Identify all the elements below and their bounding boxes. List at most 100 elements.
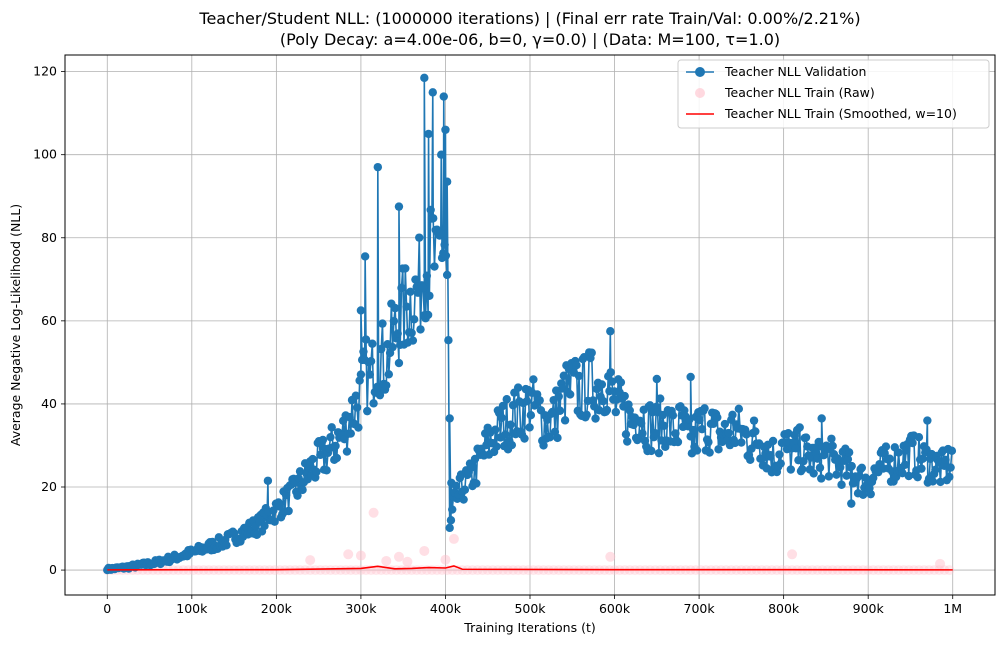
validation-point — [394, 358, 404, 368]
validation-point — [629, 420, 638, 430]
validation-point — [688, 425, 698, 435]
validation-point — [508, 401, 518, 410]
validation-point — [555, 406, 565, 415]
validation-point — [900, 460, 910, 470]
validation-point — [442, 270, 452, 280]
validation-point — [377, 344, 386, 354]
validation-point — [946, 463, 955, 472]
y-tick-label: 40 — [41, 396, 57, 411]
train-raw-point — [393, 551, 404, 562]
validation-point — [857, 463, 867, 473]
smoothed-line — [107, 565, 953, 571]
x-tick-label: 700k — [684, 601, 716, 616]
validation-point — [799, 456, 808, 466]
train-raw-point — [935, 558, 946, 569]
x-tick-label: 300k — [345, 601, 377, 616]
x-axis-label: Training Iterations (t) — [463, 620, 595, 635]
validation-point — [506, 420, 515, 429]
validation-point — [847, 499, 856, 508]
validation-point — [408, 336, 418, 345]
validation-point — [673, 437, 683, 447]
validation-point — [415, 233, 424, 242]
validation-point — [559, 371, 569, 380]
validation-point — [692, 446, 702, 455]
validation-point — [342, 447, 352, 456]
validation-point — [411, 275, 420, 284]
validation-point — [332, 453, 342, 463]
validation-point — [686, 432, 695, 441]
validation-point — [361, 335, 371, 344]
x-tick-label: 800k — [768, 601, 800, 616]
validation-point — [378, 319, 387, 328]
validation-point — [847, 461, 856, 471]
validation-point — [625, 406, 634, 415]
validation-point — [423, 310, 433, 320]
train-raw-point — [300, 565, 311, 576]
validation-point — [298, 485, 307, 495]
validation-point — [451, 481, 461, 491]
validation-point — [597, 380, 607, 389]
validation-point — [565, 390, 575, 399]
validation-point — [656, 394, 665, 403]
y-tick-label: 120 — [33, 64, 57, 79]
validation-point — [345, 412, 354, 422]
validation-point — [222, 541, 231, 550]
validation-point — [439, 92, 448, 101]
train-raw-point — [330, 565, 341, 576]
train-raw-point — [305, 555, 316, 566]
validation-point — [445, 523, 454, 533]
validation-point — [636, 419, 646, 428]
x-tick-label: 400k — [430, 601, 462, 616]
validation-point — [685, 415, 694, 424]
validation-point — [293, 491, 302, 500]
validation-point — [428, 88, 437, 97]
validation-point — [734, 404, 744, 414]
validation-point — [616, 378, 626, 387]
validation-point — [746, 455, 755, 464]
validation-point — [322, 466, 331, 475]
train-raw-point — [381, 555, 392, 566]
validation-point — [308, 454, 317, 464]
validation-point — [442, 177, 452, 186]
validation-point — [779, 438, 788, 447]
chart-title-line1: Teacher/Student NLL: (1000000 iterations… — [198, 9, 860, 28]
validation-point — [798, 465, 807, 474]
legend-label-validation: Teacher NLL Validation — [724, 64, 866, 79]
y-tick-label: 100 — [33, 147, 57, 162]
validation-point — [714, 445, 723, 454]
validation-point — [824, 472, 834, 481]
validation-point — [931, 465, 940, 475]
validation-point — [543, 415, 552, 425]
validation-point — [654, 448, 664, 458]
validation-point — [668, 411, 678, 420]
series-train-smoothed — [107, 565, 953, 571]
x-tick-label: 900k — [853, 601, 885, 616]
validation-point — [858, 490, 868, 499]
validation-point — [437, 150, 446, 159]
validation-point — [861, 473, 870, 482]
validation-point — [520, 434, 529, 443]
validation-point — [728, 410, 737, 420]
validation-point — [611, 407, 621, 417]
validation-point — [700, 404, 709, 413]
validation-point — [424, 129, 433, 139]
validation-point — [832, 470, 841, 479]
validation-point — [507, 440, 517, 450]
validation-point — [737, 438, 746, 447]
validation-point — [368, 339, 377, 348]
validation-point — [591, 414, 600, 423]
validation-point — [602, 405, 612, 415]
validation-point — [436, 229, 446, 238]
train-raw-point — [340, 565, 351, 576]
validation-point — [382, 381, 391, 390]
validation-point — [928, 477, 938, 486]
validation-point — [705, 448, 714, 457]
validation-point — [751, 427, 760, 436]
validation-point — [352, 403, 362, 412]
validation-point — [522, 397, 532, 406]
validation-point — [365, 370, 374, 379]
train-raw-point — [325, 565, 336, 576]
train-raw-point — [368, 507, 379, 518]
validation-point — [446, 516, 456, 525]
validation-point — [394, 202, 404, 211]
